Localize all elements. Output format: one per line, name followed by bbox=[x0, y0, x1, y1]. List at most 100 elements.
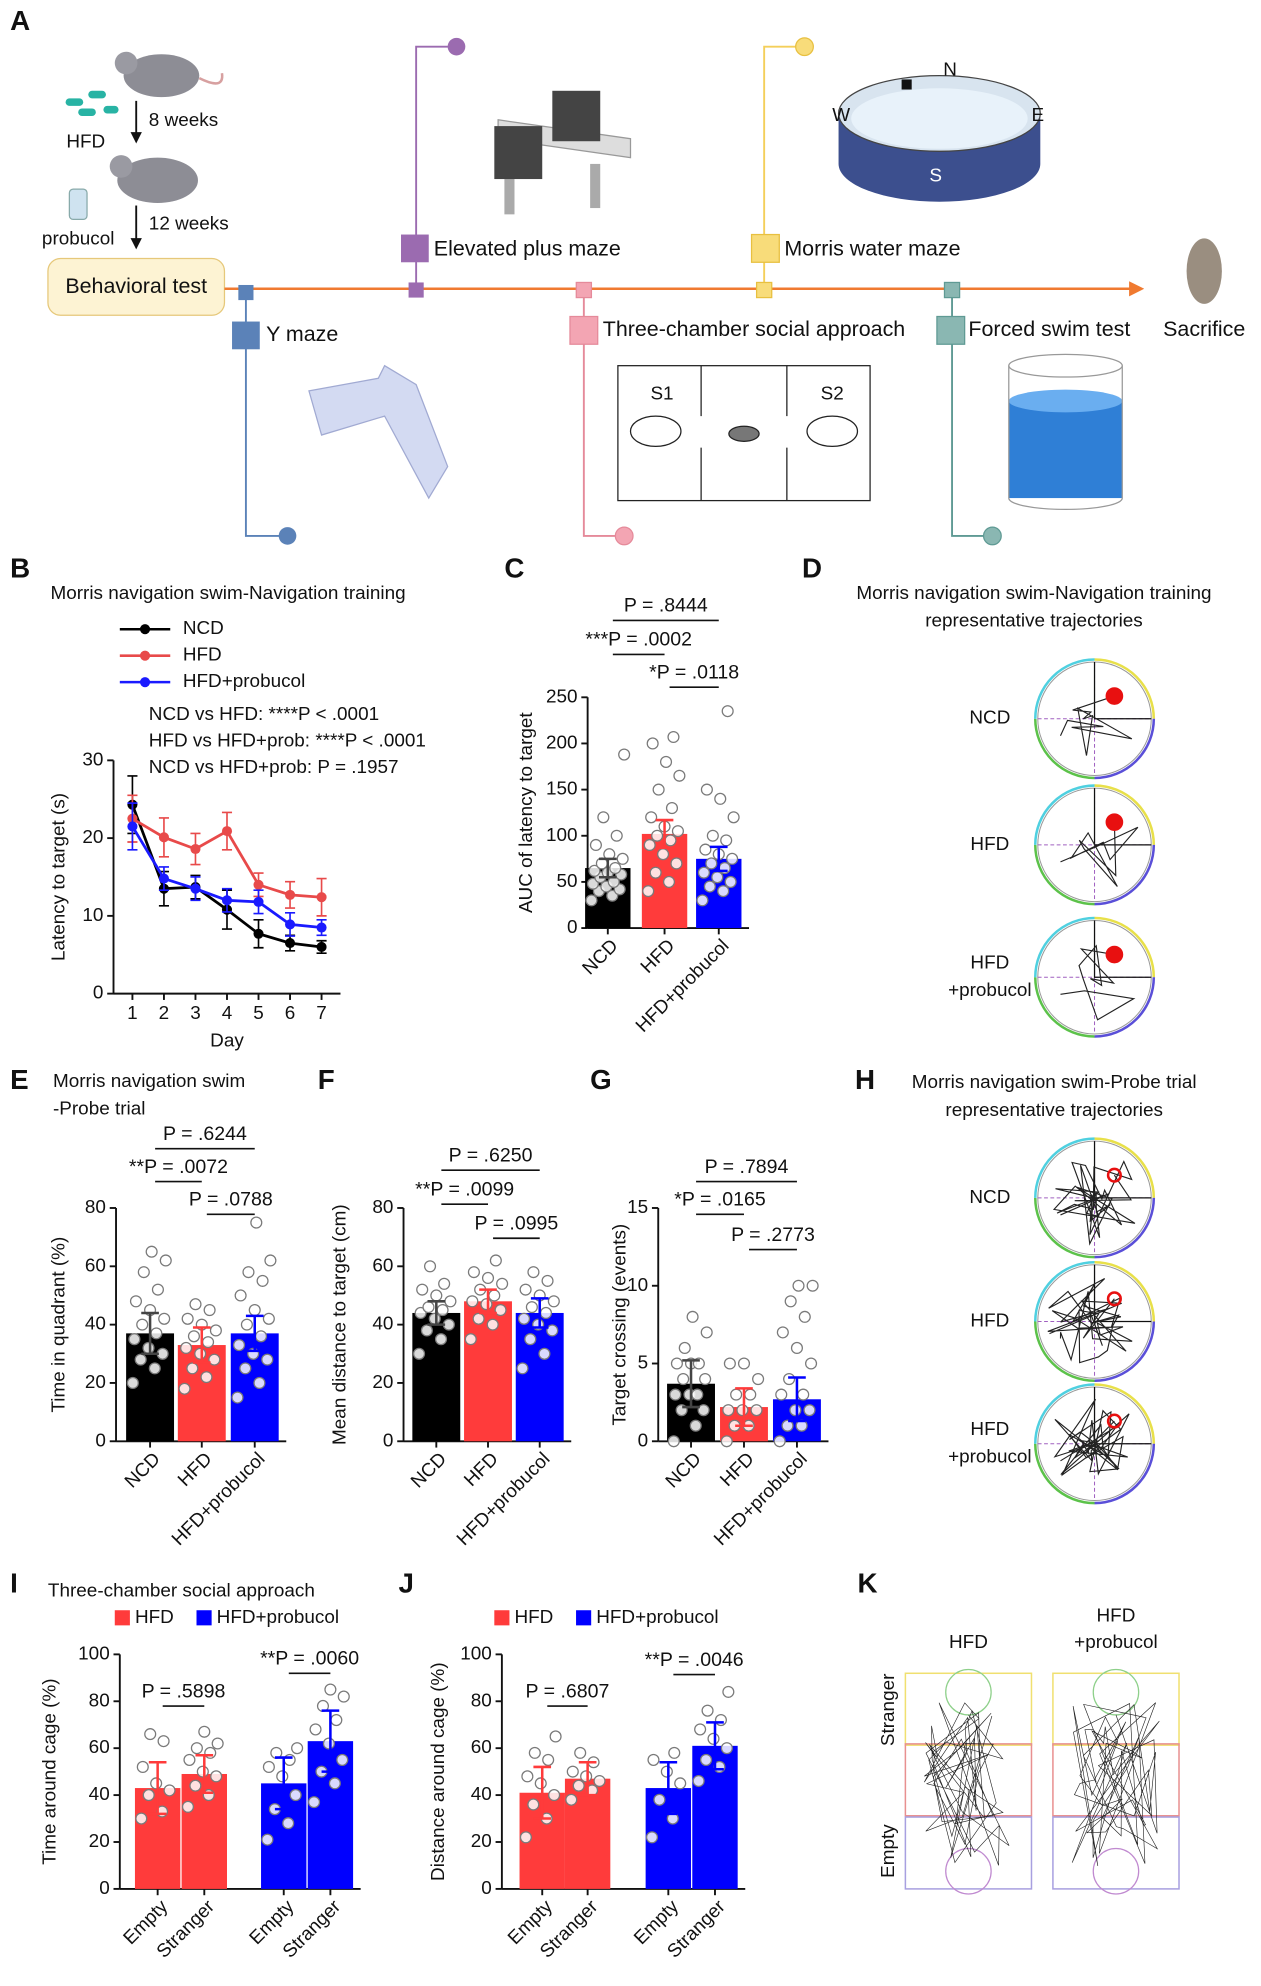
data-point bbox=[467, 1266, 480, 1279]
data-point bbox=[189, 1779, 202, 1792]
row-label: NCD bbox=[969, 708, 1010, 729]
test-icon bbox=[569, 315, 599, 345]
column-label: +probucol bbox=[1074, 1632, 1158, 1653]
x-tick-label: HFD bbox=[637, 935, 679, 977]
data-point bbox=[436, 1303, 449, 1317]
data-point bbox=[135, 1812, 148, 1825]
quadrant-arc bbox=[1034, 1321, 1095, 1383]
x-tick-label: 2 bbox=[159, 1003, 170, 1024]
data-point bbox=[144, 1728, 157, 1741]
comparison-label: P = .7894 bbox=[705, 1156, 789, 1178]
timeline-node bbox=[238, 284, 254, 301]
data-point bbox=[722, 1685, 735, 1698]
error-bar bbox=[245, 1314, 264, 1353]
data-point bbox=[136, 1760, 149, 1773]
compass-label: W bbox=[832, 105, 850, 126]
error-bar bbox=[195, 1753, 214, 1795]
platform bbox=[1105, 813, 1124, 831]
data-point bbox=[665, 802, 679, 815]
quadrant-arc bbox=[1094, 916, 1156, 978]
y-tick-label: 40 bbox=[85, 1314, 106, 1335]
row-label: Stranger bbox=[878, 1674, 899, 1747]
data-point bbox=[527, 1798, 540, 1811]
timeline-node bbox=[943, 281, 961, 299]
data-point bbox=[717, 885, 730, 898]
data-point bbox=[593, 1774, 606, 1788]
data-point bbox=[231, 1391, 244, 1404]
start-box bbox=[47, 257, 226, 316]
chamber bbox=[1052, 1672, 1180, 1746]
comparison-label: **P = .0060 bbox=[260, 1648, 359, 1670]
data-point bbox=[647, 1753, 660, 1766]
data-point bbox=[307, 1796, 321, 1809]
quadrant-arc bbox=[1094, 1443, 1156, 1505]
data-point bbox=[649, 866, 662, 879]
data-point bbox=[261, 1833, 274, 1846]
quadrant-arc bbox=[1094, 718, 1156, 780]
legend-label: HFD bbox=[514, 1607, 553, 1628]
error-bar bbox=[706, 1721, 724, 1771]
duration: 12 weeks bbox=[149, 213, 229, 234]
data-point bbox=[289, 1789, 302, 1802]
x-tick-label: 4 bbox=[222, 1003, 233, 1024]
platform bbox=[1105, 945, 1124, 964]
data-point bbox=[198, 1725, 211, 1738]
data-point bbox=[183, 1753, 196, 1766]
data-point bbox=[792, 1279, 805, 1292]
trajectory-arena bbox=[1034, 658, 1156, 780]
end-label: Sacrifice bbox=[1163, 317, 1245, 341]
data-point bbox=[262, 1312, 275, 1325]
data-point bbox=[234, 1289, 247, 1302]
data-point bbox=[726, 852, 739, 865]
data-point bbox=[700, 1753, 713, 1766]
data-point bbox=[646, 737, 659, 750]
data-point bbox=[336, 1753, 349, 1766]
comparison-label: P = .0788 bbox=[189, 1189, 273, 1211]
data-point bbox=[539, 1306, 553, 1320]
data-point bbox=[430, 1289, 443, 1302]
point bbox=[158, 832, 169, 843]
data-point bbox=[186, 1362, 199, 1375]
data-point bbox=[744, 1388, 757, 1401]
data-point bbox=[283, 1753, 296, 1766]
error-bar bbox=[192, 1326, 211, 1364]
point bbox=[284, 919, 296, 930]
y-tick-label: 0 bbox=[567, 917, 578, 938]
quadrant-arc bbox=[1034, 784, 1095, 845]
x-tick-label: 1 bbox=[127, 1003, 138, 1024]
data-point bbox=[282, 1817, 295, 1830]
legend-label: HFD+probucol bbox=[217, 1607, 339, 1628]
quadrant-arc bbox=[1034, 1383, 1095, 1444]
point bbox=[253, 928, 264, 939]
test-label: Morris water maze bbox=[784, 236, 960, 260]
error-bar bbox=[682, 1359, 700, 1409]
y-tick-label: 20 bbox=[471, 1831, 492, 1852]
data-point bbox=[159, 1254, 172, 1267]
quadrant-arc bbox=[1034, 658, 1095, 719]
cage bbox=[945, 1668, 992, 1716]
comparison-label: P = .6244 bbox=[163, 1123, 247, 1145]
x-axis-label: Day bbox=[210, 1031, 244, 1052]
platform bbox=[1106, 1413, 1122, 1429]
panel-title: representative trajectories bbox=[925, 611, 1143, 632]
data-point bbox=[151, 1283, 164, 1296]
data-point bbox=[565, 1793, 578, 1806]
data-point bbox=[203, 1303, 216, 1317]
data-point bbox=[783, 1373, 796, 1386]
data-point bbox=[643, 838, 656, 852]
data-point bbox=[645, 811, 658, 824]
data-point bbox=[736, 1404, 749, 1417]
data-point bbox=[722, 1404, 735, 1417]
swim-path bbox=[1053, 1398, 1130, 1477]
compass-label: E bbox=[1031, 105, 1044, 126]
hfd-label: HFD bbox=[66, 131, 105, 152]
data-point bbox=[466, 1295, 479, 1308]
comparison-label: ***P = .0002 bbox=[585, 629, 692, 651]
panel-a: A HFD 8 weeks probucol 12 weeks Behavior… bbox=[10, 5, 1245, 546]
data-point bbox=[330, 1713, 343, 1727]
data-point bbox=[549, 1730, 562, 1743]
compass-label: S bbox=[929, 166, 942, 187]
panel-label: H bbox=[855, 1064, 875, 1095]
y-tick-label: 200 bbox=[546, 732, 578, 753]
